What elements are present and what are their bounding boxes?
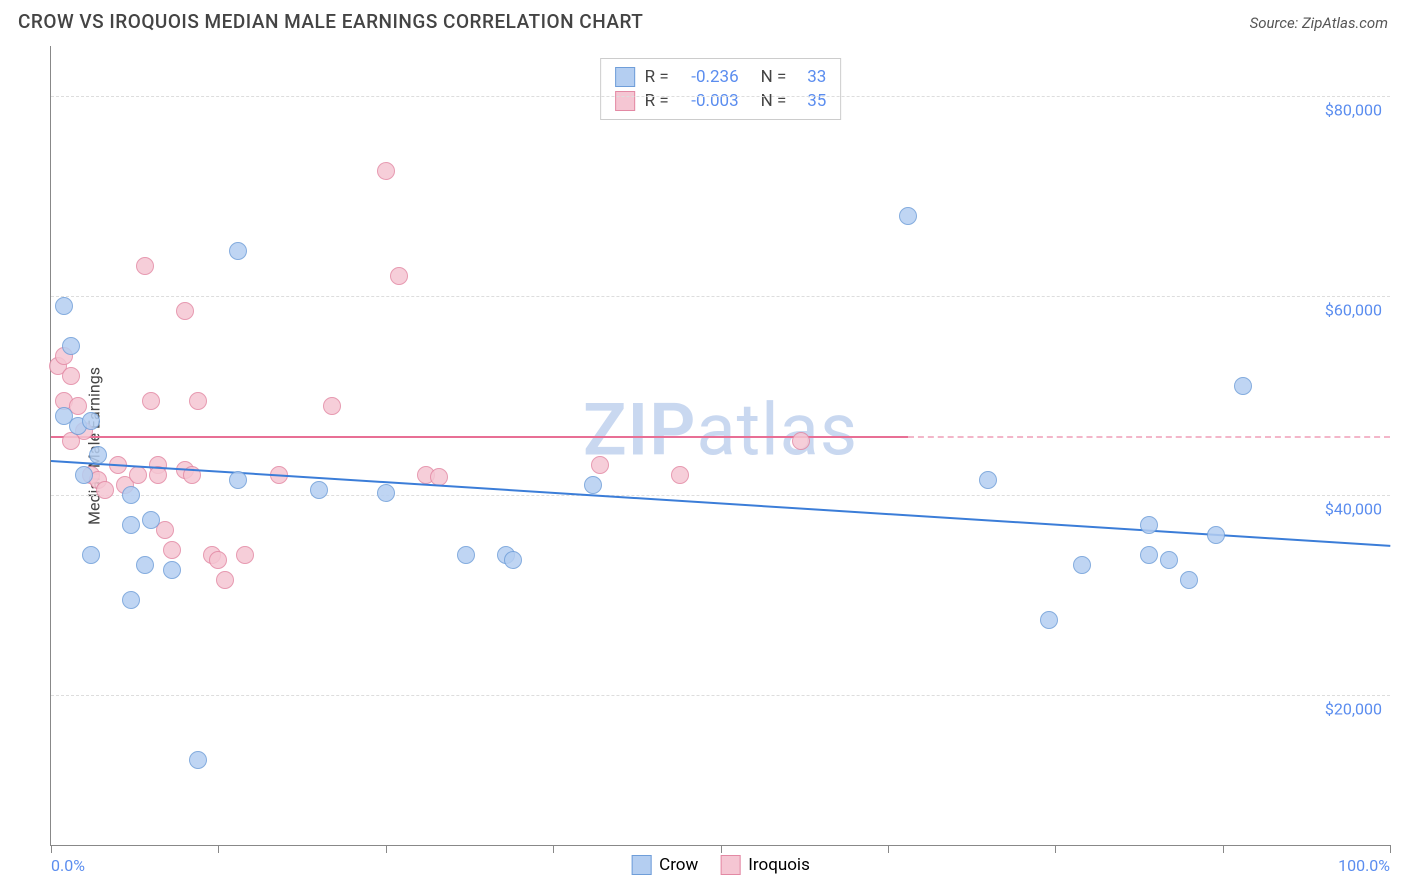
x-tick xyxy=(553,845,554,853)
data-point xyxy=(1040,611,1058,629)
watermark: ZIPatlas xyxy=(583,387,858,472)
data-point xyxy=(96,481,114,499)
trend-line xyxy=(51,436,908,438)
legend-item: Crow xyxy=(631,855,698,875)
data-point xyxy=(189,751,207,769)
legend-swatch xyxy=(720,855,740,875)
y-tick-label: $80,000 xyxy=(1325,100,1382,119)
stats-r-value: -0.003 xyxy=(679,91,739,111)
stats-n-value: 33 xyxy=(796,67,826,87)
stats-n-label: N = xyxy=(761,67,787,87)
data-point xyxy=(136,556,154,574)
stats-legend-row: R = -0.003 N = 35 xyxy=(615,89,827,113)
data-point xyxy=(377,484,395,502)
data-point xyxy=(122,516,140,534)
gridline xyxy=(51,495,1390,496)
data-point xyxy=(457,546,475,564)
data-point xyxy=(236,546,254,564)
data-point xyxy=(1160,551,1178,569)
data-point xyxy=(136,257,154,275)
data-point xyxy=(323,397,341,415)
data-point xyxy=(82,412,100,430)
data-point xyxy=(671,466,689,484)
y-tick-label: $40,000 xyxy=(1325,500,1382,519)
data-point xyxy=(142,392,160,410)
plot-area: ZIPatlas Median Male Earnings R = -0.236 N… xyxy=(50,46,1390,846)
legend-swatch xyxy=(631,855,651,875)
data-point xyxy=(584,476,602,494)
chart-source: Source: ZipAtlas.com xyxy=(1250,14,1388,32)
legend-swatch xyxy=(615,91,635,111)
series-legend: Crow Iroquois xyxy=(631,855,810,875)
data-point xyxy=(75,466,93,484)
trend-line xyxy=(51,460,1390,547)
x-axis-label-left: 0.0% xyxy=(51,856,85,875)
x-tick xyxy=(721,845,722,853)
data-point xyxy=(377,162,395,180)
data-point xyxy=(1140,516,1158,534)
data-point xyxy=(189,392,207,410)
stats-n-value: 35 xyxy=(796,91,826,111)
data-point xyxy=(229,242,247,260)
data-point xyxy=(82,546,100,564)
data-point xyxy=(122,486,140,504)
y-tick-label: $20,000 xyxy=(1325,700,1382,719)
data-point xyxy=(310,481,328,499)
y-axis-title: Median Male Earnings xyxy=(84,367,103,525)
data-point xyxy=(62,367,80,385)
data-point xyxy=(62,337,80,355)
data-point xyxy=(979,471,997,489)
data-point xyxy=(55,297,73,315)
data-point xyxy=(89,446,107,464)
data-point xyxy=(229,471,247,489)
stats-legend-row: R = -0.236 N = 33 xyxy=(615,65,827,89)
data-point xyxy=(216,571,234,589)
x-tick xyxy=(1055,845,1056,853)
stats-legend: R = -0.236 N = 33 R = -0.003 N = 35 xyxy=(600,58,842,120)
data-point xyxy=(1073,556,1091,574)
stats-n-label: N = xyxy=(761,91,787,111)
data-point xyxy=(591,456,609,474)
data-point xyxy=(163,541,181,559)
legend-label: Crow xyxy=(659,855,698,875)
stats-r-label: R = xyxy=(645,67,669,87)
chart-container: ZIPatlas Median Male Earnings R = -0.236 N… xyxy=(50,46,1390,846)
data-point xyxy=(1234,377,1252,395)
y-tick-label: $60,000 xyxy=(1325,300,1382,319)
watermark-light: atlas xyxy=(696,387,858,472)
gridline xyxy=(51,695,1390,696)
data-point xyxy=(122,591,140,609)
stats-r-value: -0.236 xyxy=(679,67,739,87)
x-tick xyxy=(51,845,52,853)
data-point xyxy=(142,511,160,529)
data-point xyxy=(163,561,181,579)
gridline xyxy=(51,296,1390,297)
x-tick xyxy=(386,845,387,853)
x-tick xyxy=(1223,845,1224,853)
x-tick xyxy=(218,845,219,853)
x-tick xyxy=(888,845,889,853)
x-tick xyxy=(1390,845,1391,853)
data-point xyxy=(129,466,147,484)
data-point xyxy=(209,551,227,569)
trend-line xyxy=(908,436,1390,438)
data-point xyxy=(1180,571,1198,589)
chart-title: CROW VS IROQUOIS MEDIAN MALE EARNINGS CO… xyxy=(18,10,643,33)
data-point xyxy=(899,207,917,225)
legend-item: Iroquois xyxy=(720,855,810,875)
x-axis-label-right: 100.0% xyxy=(1338,856,1390,875)
data-point xyxy=(390,267,408,285)
data-point xyxy=(1207,526,1225,544)
data-point xyxy=(792,432,810,450)
gridline xyxy=(51,96,1390,97)
chart-header: CROW VS IROQUOIS MEDIAN MALE EARNINGS CO… xyxy=(0,0,1406,37)
legend-label: Iroquois xyxy=(748,855,810,875)
data-point xyxy=(1140,546,1158,564)
data-point xyxy=(176,302,194,320)
stats-r-label: R = xyxy=(645,91,669,111)
data-point xyxy=(504,551,522,569)
legend-swatch xyxy=(615,67,635,87)
